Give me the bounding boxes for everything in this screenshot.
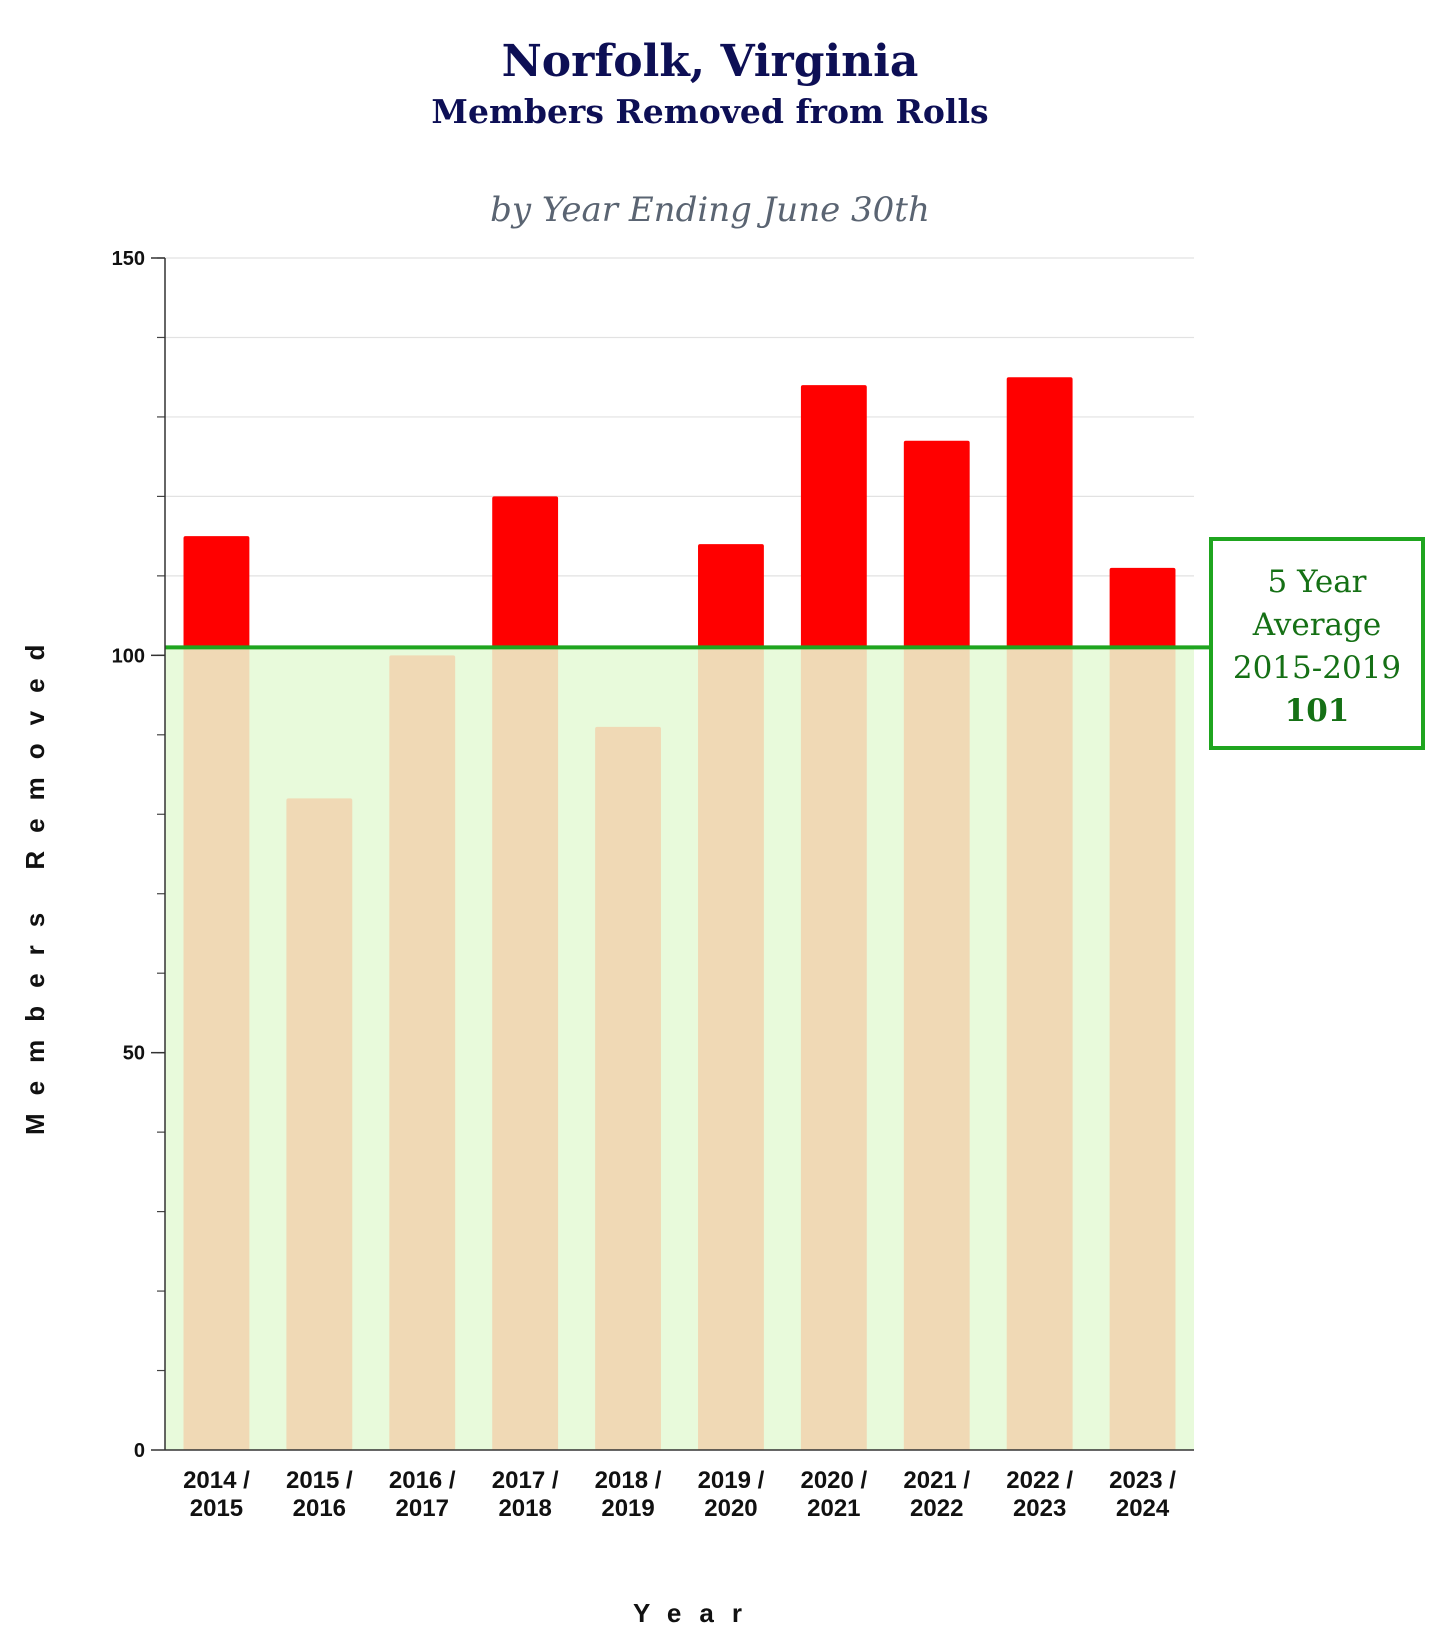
x-tick-label: 2017	[396, 1495, 449, 1522]
bar-below-average	[903, 647, 970, 1450]
x-tick-label: 2023 /	[1109, 1467, 1176, 1494]
bar-below-average	[286, 798, 353, 1450]
x-tick-label: 2018	[498, 1495, 551, 1522]
bar-above-average	[183, 536, 250, 648]
bar-below-average	[1109, 647, 1176, 1450]
chart-caption: by Year Ending June 30th	[490, 190, 930, 230]
bar-below-average	[1006, 647, 1073, 1450]
chart-title: Norfolk, Virginia	[501, 36, 919, 87]
axes	[151, 257, 1194, 1451]
average-value: 101	[1284, 693, 1350, 729]
x-tick-label: 2021	[807, 1495, 860, 1522]
bar-above-average	[903, 440, 970, 648]
average-label-line-3: 2015-2019	[1232, 650, 1402, 686]
x-tick-label: 2020	[704, 1495, 757, 1522]
bar-below-average	[698, 647, 764, 1450]
x-tick-label: 2017 /	[492, 1467, 559, 1494]
x-tick-label: 2020 /	[800, 1467, 867, 1494]
x-tick-label: 2015 /	[286, 1467, 353, 1494]
bar-below-average	[800, 647, 867, 1450]
x-tick-label: 2021 /	[903, 1467, 970, 1494]
x-tick-label: 2016 /	[389, 1467, 456, 1494]
x-tick-label: 2024	[1116, 1495, 1170, 1522]
bar-below-average	[183, 647, 250, 1450]
x-tick-label: 2015	[190, 1495, 243, 1522]
x-tick-label: 2023	[1013, 1495, 1066, 1522]
chart-subtitle: Members Removed from Rolls	[431, 92, 989, 131]
y-tick-label: 50	[123, 1043, 145, 1065]
average-label-line-1: 5 Year	[1267, 564, 1367, 600]
bar-below-average	[389, 655, 456, 1450]
bar-above-average	[800, 385, 867, 648]
bar-above-average	[1006, 377, 1073, 648]
bar-above-average	[492, 496, 559, 648]
bar-below-average	[492, 647, 559, 1450]
bars	[165, 377, 1209, 1450]
y-axis-title: Members Removed	[20, 627, 50, 1135]
y-tick-label: 100	[112, 645, 145, 667]
x-axis-title: Year	[633, 1598, 760, 1628]
bar-above-average	[1109, 567, 1176, 648]
average-callout: 5 Year Average 2015-2019 101	[1209, 537, 1425, 750]
bar-above-average	[698, 544, 764, 648]
x-tick-label: 2018 /	[595, 1467, 662, 1494]
x-tick-label: 2016	[293, 1495, 346, 1522]
bar-below-average	[595, 726, 661, 1450]
x-tick-label: 2019 /	[698, 1467, 765, 1494]
y-tick-label: 150	[112, 248, 145, 270]
x-tick-label: 2022	[910, 1495, 963, 1522]
x-tick-label: 2022 /	[1006, 1467, 1073, 1494]
average-label-line-2: Average	[1252, 607, 1382, 643]
y-tick-label: 0	[134, 1440, 145, 1462]
x-tick-label: 2014 /	[183, 1467, 250, 1494]
x-tick-label: 2019	[601, 1495, 654, 1522]
